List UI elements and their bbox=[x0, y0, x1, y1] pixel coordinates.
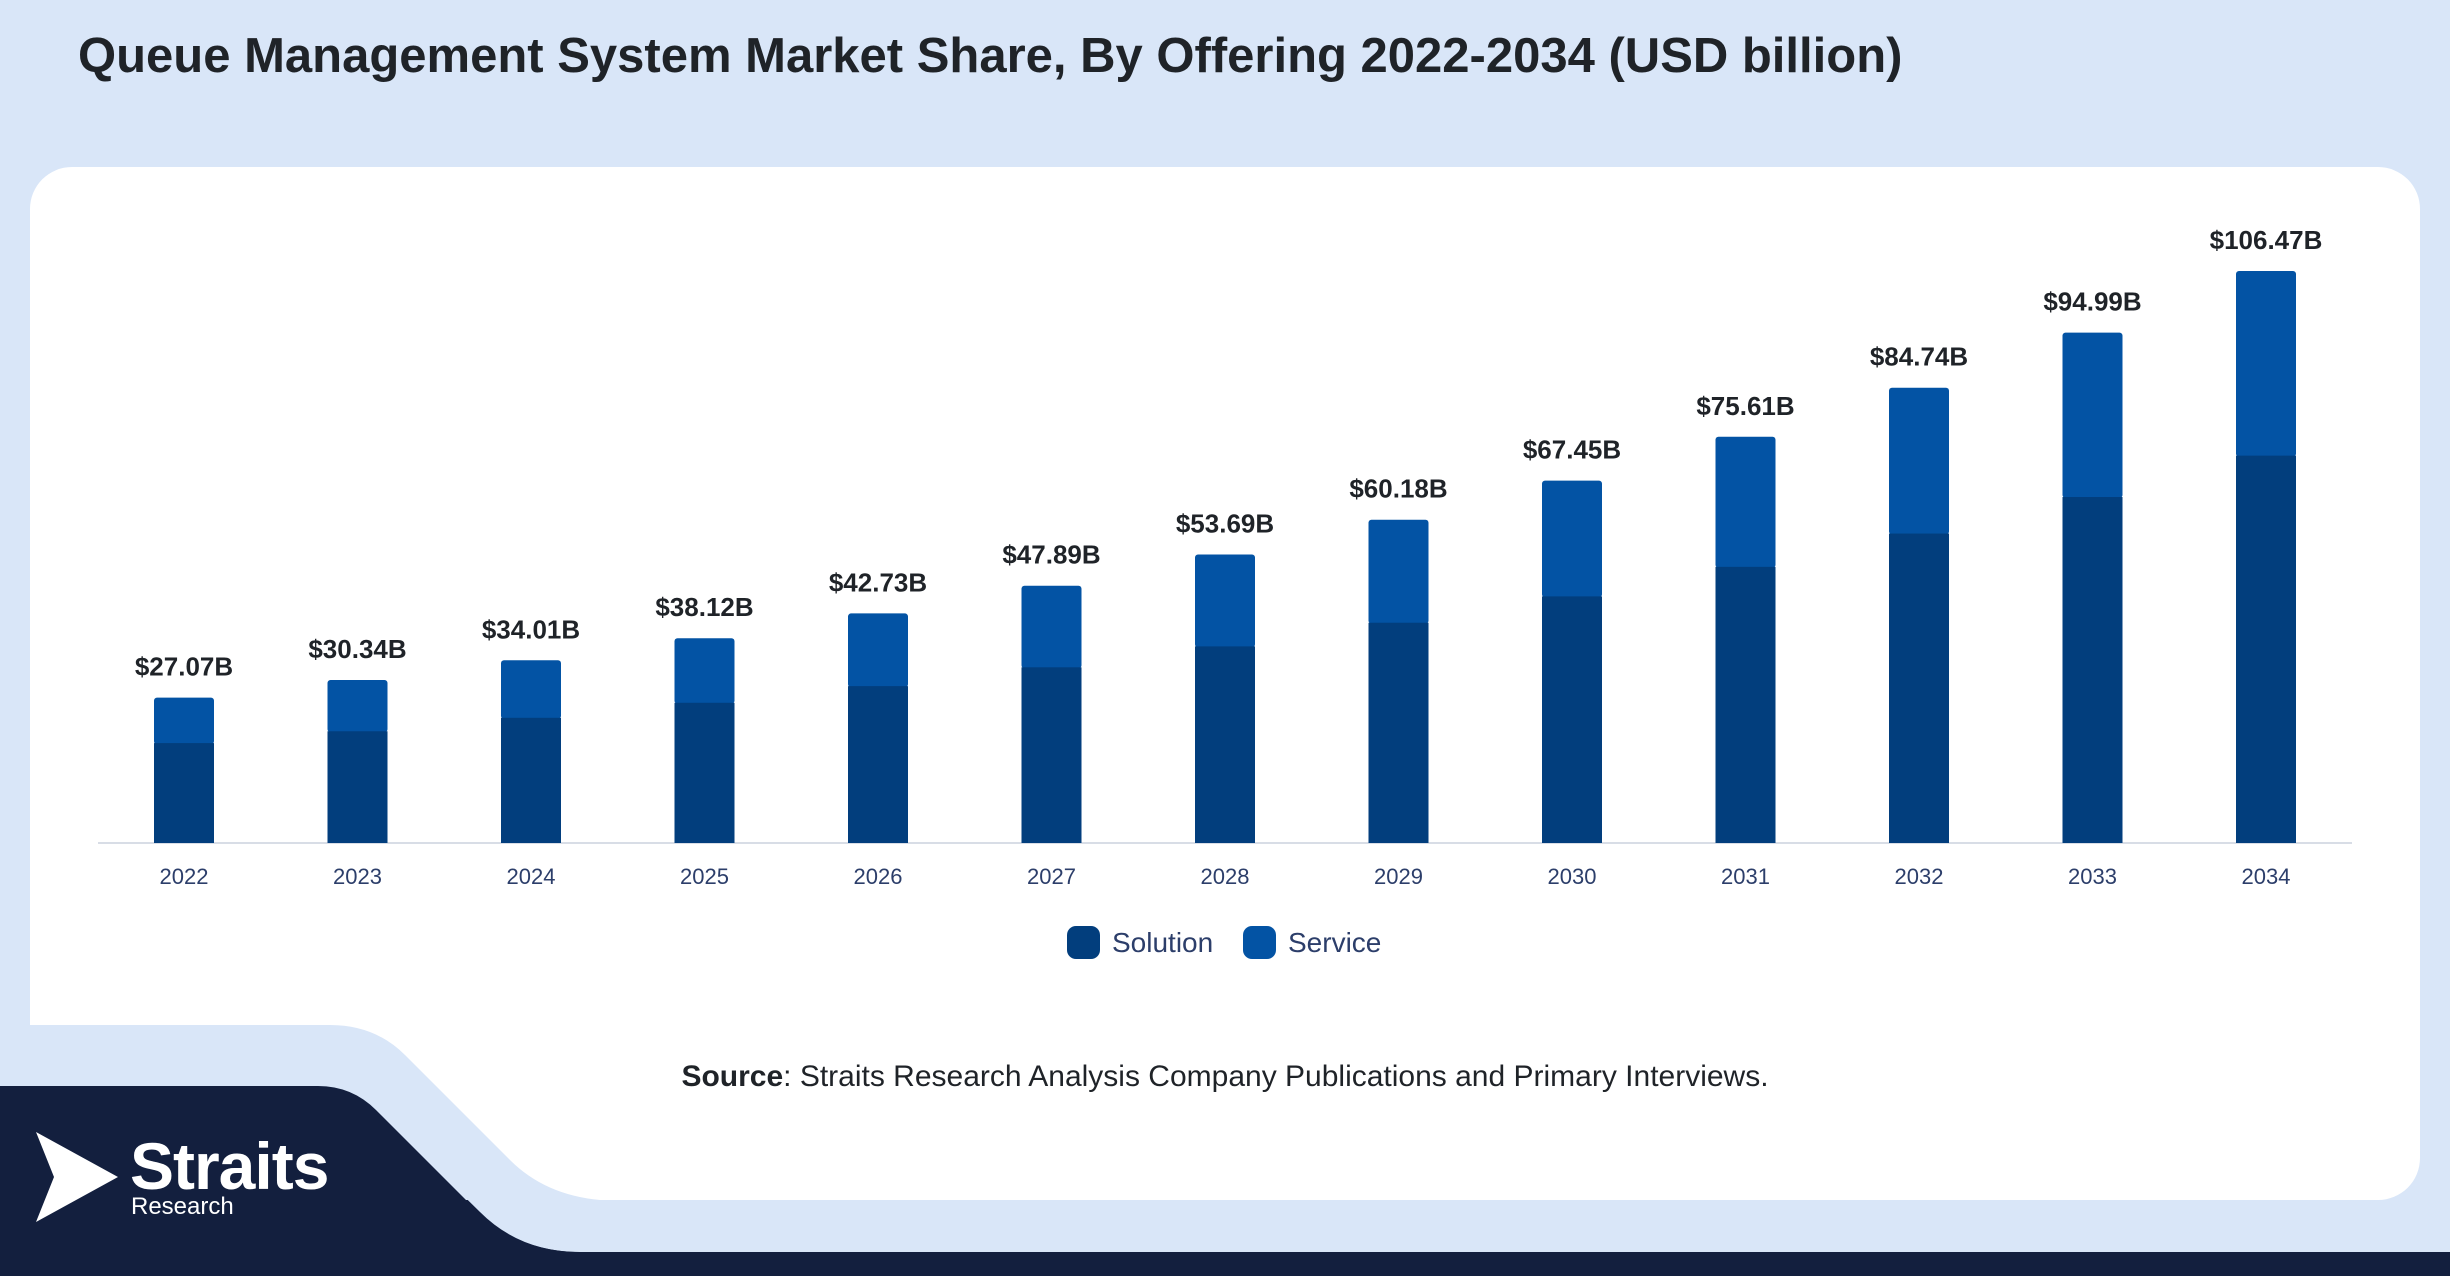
legend-label-solution: Solution bbox=[1112, 926, 1214, 958]
x-tick-label-2030: 2030 bbox=[1548, 864, 1597, 889]
x-tick-label-2027: 2027 bbox=[1027, 864, 1076, 889]
bar-service-2031 bbox=[1715, 436, 1776, 568]
bar-solution-2030 bbox=[1542, 596, 1602, 843]
x-tick-label-2025: 2025 bbox=[680, 864, 729, 889]
bar-solution-2028 bbox=[1195, 646, 1255, 843]
data-label-2032: $84.74B bbox=[1870, 342, 1968, 372]
legend-item-solution: Solution bbox=[1067, 926, 1213, 959]
data-label-2031: $75.61B bbox=[1696, 391, 1794, 421]
legend-item-service: Service bbox=[1243, 926, 1381, 959]
source-note: Source: Straits Research Analysis Compan… bbox=[0, 1060, 2450, 1094]
x-tick-label-2031: 2031 bbox=[1721, 864, 1770, 889]
logo-subtitle: Research bbox=[131, 1193, 234, 1220]
bar-solution-2029 bbox=[1368, 622, 1429, 843]
bar-solution-2032 bbox=[1889, 533, 1949, 843]
data-label-2034: $106.47B bbox=[2210, 225, 2323, 255]
bar-solution-2034 bbox=[2236, 455, 2296, 843]
bar-service-2032 bbox=[1889, 387, 1949, 535]
bar-service-2022 bbox=[154, 697, 214, 745]
bar-service-2029 bbox=[1368, 519, 1429, 624]
bar-service-2026 bbox=[848, 613, 908, 688]
data-label-2028: $53.69B bbox=[1176, 509, 1274, 539]
x-tick-label-2033: 2033 bbox=[2068, 864, 2117, 889]
legend-swatch-solution bbox=[1067, 926, 1100, 959]
data-label-2026: $42.73B bbox=[829, 567, 927, 597]
x-tick-label-2032: 2032 bbox=[1895, 864, 1944, 889]
bar-solution-2026 bbox=[848, 686, 908, 843]
bar-service-2024 bbox=[501, 660, 561, 719]
bar-service-2033 bbox=[2062, 332, 2123, 499]
legend-swatch-service bbox=[1243, 926, 1276, 959]
bar-service-2030 bbox=[1542, 480, 1602, 598]
page-title: Queue Management System Market Share, By… bbox=[78, 29, 1903, 83]
bar-solution-2027 bbox=[1021, 667, 1082, 843]
bar-solution-2024 bbox=[501, 717, 561, 843]
logo-arrow bbox=[36, 1132, 118, 1222]
x-tick-label-2023: 2023 bbox=[333, 864, 382, 889]
data-label-2024: $34.01B bbox=[482, 614, 580, 644]
bar-service-2034 bbox=[2236, 271, 2296, 457]
bar-service-2027 bbox=[1021, 585, 1082, 669]
x-tick-label-2034: 2034 bbox=[2242, 864, 2291, 889]
data-label-2033: $94.99B bbox=[2043, 287, 2141, 317]
bar-solution-2025 bbox=[674, 702, 735, 843]
bar-solution-2033 bbox=[2062, 497, 2123, 843]
data-label-2029: $60.18B bbox=[1349, 474, 1447, 504]
bar-solution-2023 bbox=[327, 731, 388, 843]
source-label: Source bbox=[681, 1060, 784, 1093]
data-label-2023: $30.34B bbox=[308, 634, 406, 664]
data-label-2027: $47.89B bbox=[1002, 540, 1100, 570]
bars-group: $27.07B 2022 $30.34B 2023 $34.01B 2024 $38.12B… bbox=[135, 225, 2323, 889]
straits-logo-icon bbox=[36, 1132, 118, 1222]
bar-solution-2031 bbox=[1715, 566, 1776, 843]
bar-service-2023 bbox=[327, 680, 388, 733]
legend-label-service: Service bbox=[1288, 926, 1382, 958]
bar-service-2025 bbox=[674, 638, 735, 704]
bar-service-2028 bbox=[1195, 554, 1255, 648]
x-tick-label-2024: 2024 bbox=[507, 864, 556, 889]
x-tick-label-2026: 2026 bbox=[854, 864, 903, 889]
logo-panel bbox=[0, 1086, 575, 1252]
source-text: : Straits Research Analysis Company Publ… bbox=[783, 1060, 1769, 1093]
x-tick-label-2028: 2028 bbox=[1201, 864, 1250, 889]
data-label-2025: $38.12B bbox=[655, 592, 753, 622]
x-tick-label-2022: 2022 bbox=[160, 864, 209, 889]
logo-wordmark: Straits bbox=[130, 1129, 329, 1203]
x-tick-label-2029: 2029 bbox=[1374, 864, 1423, 889]
data-label-2030: $67.45B bbox=[1523, 435, 1621, 465]
bar-solution-2022 bbox=[154, 743, 214, 843]
data-label-2022: $27.07B bbox=[135, 652, 233, 682]
